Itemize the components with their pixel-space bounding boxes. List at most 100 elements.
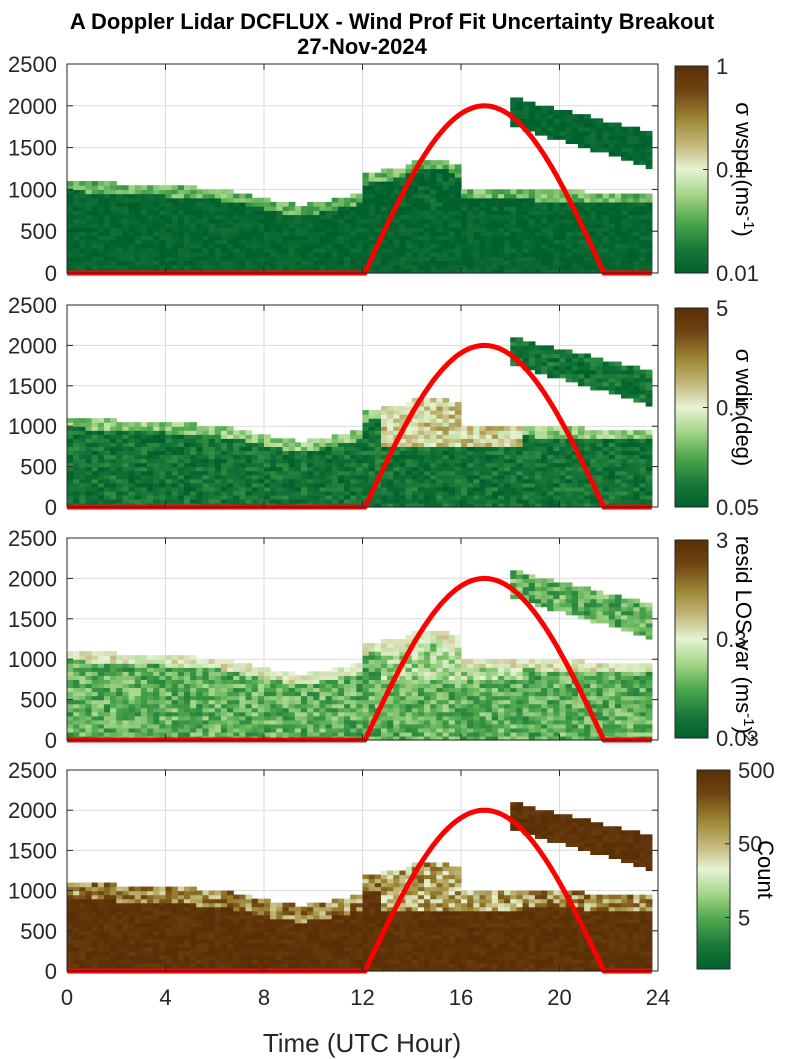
heatmap-cell [430, 260, 437, 266]
heatmap-cell [128, 490, 136, 496]
heatmap-cell [257, 247, 265, 253]
heatmap-cell [282, 231, 290, 236]
heatmap-cell [516, 268, 524, 274]
heatmap-cell [608, 434, 616, 439]
heatmap-cell [461, 201, 468, 207]
heatmap-cell [227, 490, 234, 496]
heatmap-cell [417, 466, 425, 472]
heatmap-cell [393, 218, 401, 224]
heatmap-cell [645, 247, 653, 253]
heatmap-cell [294, 490, 302, 496]
heatmap-cell [417, 418, 425, 423]
heatmap-cell [577, 430, 585, 435]
heatmap-cell [356, 256, 364, 262]
heatmap-cell [614, 490, 622, 496]
heatmap-cell [190, 667, 197, 672]
heatmap-cell [288, 470, 296, 476]
heatmap-cell [300, 474, 308, 480]
heatmap-cell [565, 252, 573, 257]
heatmap-cell [183, 687, 191, 693]
heatmap-cell [85, 197, 93, 203]
heatmap-cell [491, 239, 499, 245]
heatmap-cell [614, 143, 622, 149]
heatmap-cell [313, 474, 321, 480]
heatmap-cell [85, 482, 93, 488]
heatmap-cell [374, 426, 382, 431]
heatmap-cell [639, 130, 647, 136]
heatmap-cell [159, 478, 167, 484]
heatmap-cell [491, 264, 499, 270]
heatmap-cell [522, 446, 530, 452]
heatmap-cell [202, 235, 210, 241]
heatmap-cell [547, 482, 554, 488]
heatmap-cell [621, 373, 628, 379]
heatmap-cell [497, 462, 505, 468]
heatmap-cell [448, 239, 456, 245]
heatmap-cell [264, 486, 271, 492]
heatmap-cell [497, 482, 505, 488]
heatmap-cell [528, 109, 536, 115]
heatmap-cell [331, 264, 339, 270]
heatmap-cell [79, 218, 87, 224]
heatmap-cell [454, 458, 462, 464]
heatmap-cell [233, 466, 240, 472]
heatmap-cell [417, 430, 425, 435]
heatmap-cell [220, 667, 228, 672]
heatmap-cell [633, 135, 641, 140]
heatmap-cell [257, 201, 265, 207]
heatmap-cell [565, 377, 573, 383]
heatmap-cell [553, 446, 561, 452]
heatmap-cell [128, 498, 136, 504]
heatmap-cell [639, 227, 647, 232]
heatmap-cell [282, 214, 290, 220]
heatmap-cell [79, 695, 87, 701]
heatmap-cell [245, 450, 253, 456]
heatmap-cell [645, 210, 653, 216]
heatmap-cell [331, 474, 339, 480]
heatmap-cell [251, 260, 259, 266]
heatmap-cell [411, 214, 419, 220]
heatmap-cell [541, 243, 548, 249]
heatmap-cell [177, 214, 185, 220]
heatmap-cell [528, 365, 536, 371]
heatmap-cell [134, 430, 142, 435]
heatmap-cell [448, 181, 456, 186]
heatmap-cell [356, 458, 364, 464]
heatmap-cell [547, 122, 554, 128]
heatmap-cell [467, 268, 474, 274]
heatmap-cell [479, 193, 487, 199]
heatmap-cell [110, 458, 117, 464]
heatmap-cell [399, 210, 407, 216]
heatmap-cell [497, 193, 505, 199]
heatmap-cell [510, 474, 518, 480]
heatmap-cell [467, 247, 474, 253]
heatmap-cell [227, 252, 234, 257]
heatmap-cell [596, 434, 604, 439]
heatmap-cell [430, 474, 437, 480]
heatmap-cell [454, 193, 462, 199]
heatmap-cell [461, 247, 468, 253]
heatmap-cell [577, 369, 585, 375]
heatmap-cell [479, 197, 487, 203]
heatmap-cell [547, 126, 554, 132]
heatmap-cell [559, 218, 567, 224]
heatmap-cell [430, 235, 437, 241]
heatmap-cell [399, 252, 407, 257]
heatmap-cell [67, 227, 74, 232]
heatmap-cell [103, 193, 111, 199]
heatmap-cell [122, 185, 130, 190]
heatmap-cell [454, 197, 462, 203]
heatmap-cell [639, 385, 647, 391]
heatmap-cell [73, 731, 80, 737]
heatmap-cell [153, 478, 160, 484]
heatmap-cell [97, 651, 105, 656]
heatmap-cell [171, 482, 179, 488]
heatmap-cell [288, 239, 296, 245]
heatmap-cell [534, 478, 542, 484]
heatmap-cell [448, 422, 456, 427]
heatmap-cell [541, 231, 548, 236]
heatmap-cell [147, 715, 154, 721]
heatmap-cell [190, 494, 197, 500]
heatmap-cell [393, 486, 401, 492]
heatmap-cell [534, 264, 542, 270]
